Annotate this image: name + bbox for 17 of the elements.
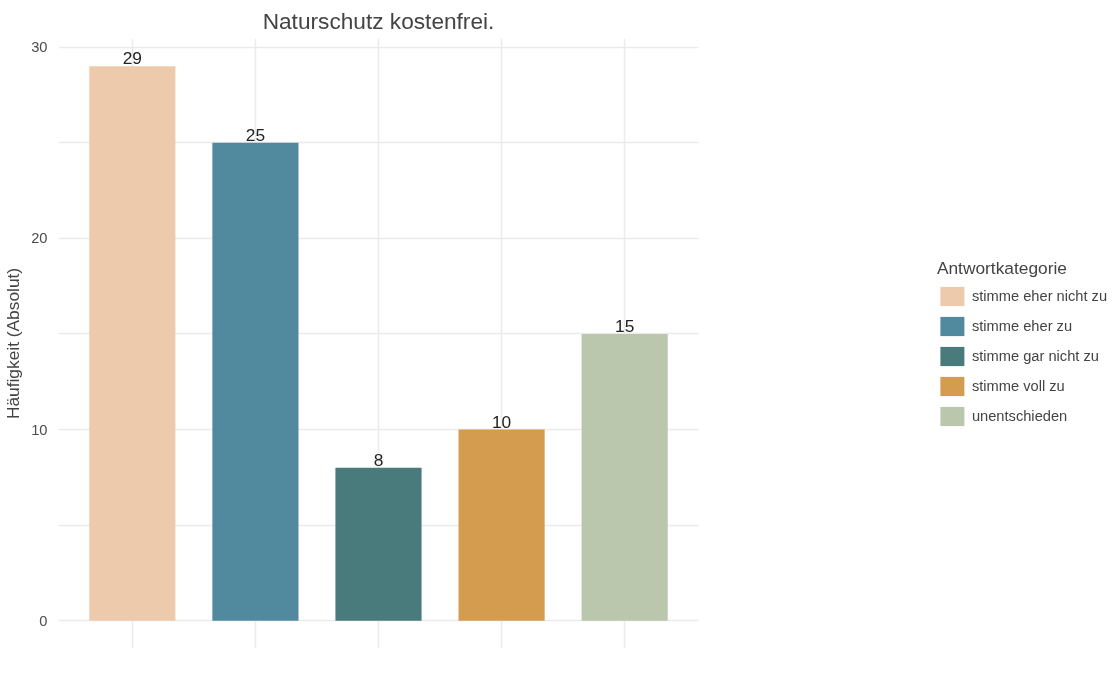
legend-label: unentschieden — [971, 408, 1068, 424]
chart-title: Naturschutz kostenfrei. — [262, 7, 495, 34]
y-tick-label: 30 — [31, 39, 48, 56]
legend-label: stimme eher nicht zu — [971, 288, 1108, 304]
y-axis-title: Häufigkeit (Absolut) — [3, 267, 24, 420]
y-tick-label: 20 — [31, 230, 48, 247]
y-tick-label: 0 — [39, 612, 48, 629]
legend-title: Antwortkategorie — [936, 258, 1068, 279]
data-label: 29 — [122, 48, 142, 69]
legend-label: stimme eher zu — [971, 318, 1073, 334]
y-tick-label: 10 — [31, 421, 48, 438]
data-label: 25 — [245, 124, 266, 145]
data-label: 15 — [615, 315, 635, 336]
data-label: 8 — [373, 449, 384, 470]
legend-label: stimme voll zu — [971, 378, 1065, 394]
legend-label: stimme gar nicht zu — [971, 348, 1099, 364]
data-label: 10 — [491, 411, 512, 432]
